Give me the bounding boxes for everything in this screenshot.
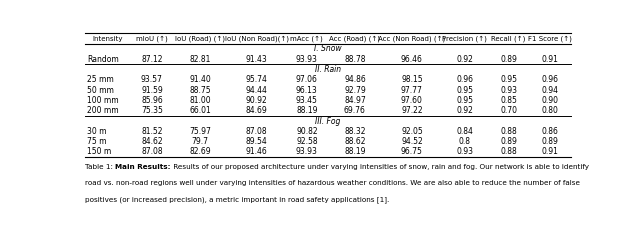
Text: Main Results:: Main Results: — [115, 164, 171, 170]
Text: 0.95: 0.95 — [456, 86, 473, 95]
Text: 90.92: 90.92 — [246, 96, 268, 105]
Text: 25 mm: 25 mm — [88, 75, 114, 84]
Text: 98.15: 98.15 — [401, 75, 422, 84]
Text: 0.89: 0.89 — [542, 137, 559, 146]
Text: Precision (↑): Precision (↑) — [442, 35, 487, 42]
Text: 0.84: 0.84 — [456, 127, 473, 136]
Text: 96.46: 96.46 — [401, 55, 423, 64]
Text: 200 mm: 200 mm — [88, 106, 119, 115]
Text: 30 m: 30 m — [88, 127, 107, 136]
Text: Results of our proposed architecture under varying intensities of snow, rain and: Results of our proposed architecture und… — [171, 164, 589, 170]
Text: 75.35: 75.35 — [141, 106, 163, 115]
Text: 89.54: 89.54 — [246, 137, 268, 146]
Text: 100 mm: 100 mm — [88, 96, 119, 105]
Text: 94.44: 94.44 — [246, 86, 268, 95]
Text: 96.13: 96.13 — [296, 86, 317, 95]
Text: 0.92: 0.92 — [456, 106, 473, 115]
Text: 0.92: 0.92 — [456, 55, 473, 64]
Text: 85.96: 85.96 — [141, 96, 163, 105]
Text: 0.96: 0.96 — [541, 75, 559, 84]
Text: 91.46: 91.46 — [246, 147, 268, 157]
Text: 94.52: 94.52 — [401, 137, 423, 146]
Text: 88.32: 88.32 — [344, 127, 365, 136]
Text: Recall (↑): Recall (↑) — [492, 35, 526, 42]
Text: 0.86: 0.86 — [542, 127, 559, 136]
Text: 94.86: 94.86 — [344, 75, 366, 84]
Text: 50 mm: 50 mm — [88, 86, 115, 95]
Text: mIoU (↑): mIoU (↑) — [136, 35, 168, 42]
Text: III. Fog: III. Fog — [316, 116, 340, 126]
Text: Acc (Road) (↑): Acc (Road) (↑) — [330, 35, 380, 42]
Text: 0.95: 0.95 — [500, 75, 517, 84]
Text: II. Rain: II. Rain — [315, 65, 341, 74]
Text: 88.19: 88.19 — [296, 106, 317, 115]
Text: 90.82: 90.82 — [296, 127, 317, 136]
Text: Acc (Non Road) (↑): Acc (Non Road) (↑) — [378, 35, 445, 42]
Text: 0.93: 0.93 — [500, 86, 517, 95]
Text: 66.01: 66.01 — [189, 106, 211, 115]
Text: 92.79: 92.79 — [344, 86, 366, 95]
Text: 82.69: 82.69 — [189, 147, 211, 157]
Text: 87.08: 87.08 — [246, 127, 268, 136]
Text: 0.91: 0.91 — [542, 147, 559, 157]
Text: positives (or increased precision), a metric important in road safety applicatio: positives (or increased precision), a me… — [85, 197, 389, 203]
Text: Intensity: Intensity — [93, 35, 124, 41]
Text: 0.80: 0.80 — [542, 106, 559, 115]
Text: 92.58: 92.58 — [296, 137, 317, 146]
Text: 88.19: 88.19 — [344, 147, 365, 157]
Text: 81.52: 81.52 — [141, 127, 163, 136]
Text: 93.93: 93.93 — [296, 147, 318, 157]
Text: 0.91: 0.91 — [542, 55, 559, 64]
Text: 97.60: 97.60 — [401, 96, 423, 105]
Text: 93.45: 93.45 — [296, 96, 318, 105]
Text: 88.62: 88.62 — [344, 137, 365, 146]
Text: Table 1:: Table 1: — [85, 164, 115, 170]
Text: 93.93: 93.93 — [296, 55, 318, 64]
Text: mAcc (↑): mAcc (↑) — [291, 35, 323, 42]
Text: 82.81: 82.81 — [189, 55, 211, 64]
Text: 91.40: 91.40 — [189, 75, 211, 84]
Text: 0.89: 0.89 — [500, 137, 517, 146]
Text: 0.90: 0.90 — [541, 96, 559, 105]
Text: 88.75: 88.75 — [189, 86, 211, 95]
Text: 96.75: 96.75 — [401, 147, 423, 157]
Text: 79.7: 79.7 — [191, 137, 209, 146]
Text: 75 m: 75 m — [88, 137, 107, 146]
Text: 150 m: 150 m — [88, 147, 112, 157]
Text: 75.97: 75.97 — [189, 127, 211, 136]
Text: 92.05: 92.05 — [401, 127, 423, 136]
Text: 97.06: 97.06 — [296, 75, 318, 84]
Text: 88.78: 88.78 — [344, 55, 365, 64]
Text: 0.8: 0.8 — [459, 137, 471, 146]
Text: 0.85: 0.85 — [500, 96, 517, 105]
Text: 0.94: 0.94 — [541, 86, 559, 95]
Text: 91.43: 91.43 — [246, 55, 268, 64]
Text: 93.57: 93.57 — [141, 75, 163, 84]
Text: 0.96: 0.96 — [456, 75, 473, 84]
Text: 0.93: 0.93 — [456, 147, 473, 157]
Text: IoU (Road) (↑): IoU (Road) (↑) — [175, 35, 225, 42]
Text: 0.95: 0.95 — [456, 96, 473, 105]
Text: 0.88: 0.88 — [500, 127, 517, 136]
Text: 91.59: 91.59 — [141, 86, 163, 95]
Text: 69.76: 69.76 — [344, 106, 366, 115]
Text: 84.69: 84.69 — [246, 106, 268, 115]
Text: 95.74: 95.74 — [246, 75, 268, 84]
Text: road vs. non-road regions well under varying intensities of hazardous weather co: road vs. non-road regions well under var… — [85, 180, 580, 186]
Text: 84.97: 84.97 — [344, 96, 366, 105]
Text: 0.88: 0.88 — [500, 147, 517, 157]
Text: 0.89: 0.89 — [500, 55, 517, 64]
Text: F1 Score (↑): F1 Score (↑) — [528, 35, 572, 42]
Text: 87.12: 87.12 — [141, 55, 163, 64]
Text: 81.00: 81.00 — [189, 96, 211, 105]
Text: Random: Random — [88, 55, 119, 64]
Text: IoU (Non Road)(↑): IoU (Non Road)(↑) — [225, 35, 289, 42]
Text: 0.70: 0.70 — [500, 106, 517, 115]
Text: 97.22: 97.22 — [401, 106, 422, 115]
Text: 84.62: 84.62 — [141, 137, 163, 146]
Text: I. Snow: I. Snow — [314, 44, 342, 53]
Text: 97.77: 97.77 — [401, 86, 423, 95]
Text: 87.08: 87.08 — [141, 147, 163, 157]
